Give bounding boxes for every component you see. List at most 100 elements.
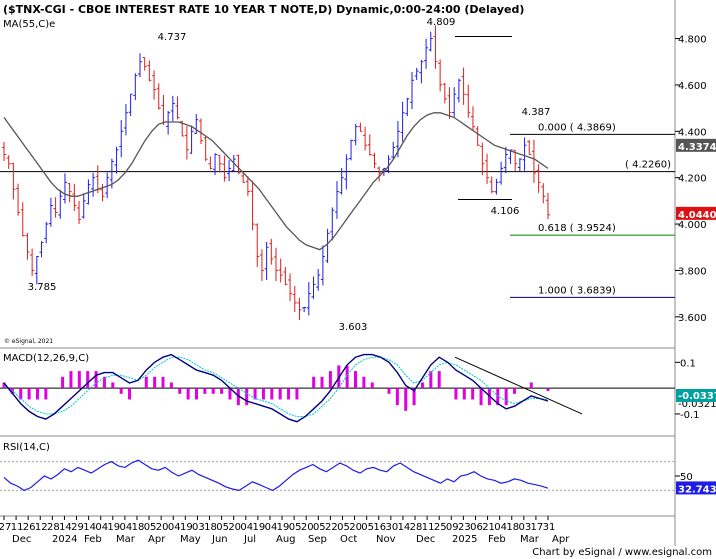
macd-panel: 0.1 -0.1-0.0321-0.0337 [0, 353, 716, 423]
x-day-label: 31 [543, 522, 556, 533]
footer-credit: Chart by eSignal / www.esignal.com [532, 547, 712, 558]
x-day-label: 04 [168, 522, 181, 533]
x-day-label: 23 [458, 522, 471, 533]
ma-value-badge-bg [676, 138, 716, 152]
x-day-label: 20 [301, 522, 314, 533]
x-day-label: 11 [422, 522, 435, 533]
x-day-label: 04 [240, 522, 253, 533]
x-day-label: 19 [180, 522, 193, 533]
x-day-label: 25 [434, 522, 447, 533]
macd-tick-label: -0.1 [680, 410, 700, 421]
x-day-label: 22 [325, 522, 338, 533]
copyright-text: © eSignal, 2021 [4, 338, 53, 345]
price-tick-label: 3.800 [678, 266, 707, 277]
macd-line [3, 353, 549, 423]
candlestick-series [2, 25, 550, 321]
x-day-label: 14 [398, 522, 411, 533]
price-tick-label: 4.200 [678, 174, 707, 185]
fibonacci-levels: 0.000 ( 4.3869) ( 4.2260) 0.618 ( 3.9524) 1… [0, 122, 675, 298]
x-month-label: Jun [211, 534, 228, 545]
moving-average-line [3, 112, 549, 251]
last-price-badge: 4.0440 [678, 210, 716, 221]
x-day-label: 26 [23, 522, 36, 533]
x-month-label: Dec [12, 534, 31, 545]
macd-label: MACD(12,26,9,C) [3, 353, 89, 364]
chart-title: ($TNX-CGI - CBOE INTEREST RATE 10 YEAR T… [3, 3, 524, 16]
price-tick-label: 3.600 [678, 313, 707, 324]
price-tick-label: 4.000 [678, 220, 707, 231]
x-day-label: 30 [385, 522, 398, 533]
x-day-label: 05 [313, 522, 326, 533]
x-day-label: 05 [216, 522, 229, 533]
x-month-label: Aug [276, 534, 296, 545]
x-day-label: 04 [494, 522, 507, 533]
x-month-label: Mar [520, 534, 540, 545]
rsi-badge-bg [676, 481, 716, 495]
fib-level-label: ( 4.2260) [625, 160, 671, 171]
x-month-label: Feb [488, 534, 506, 545]
x-day-label: 11 [11, 522, 24, 533]
x-day-label: 20 [349, 522, 362, 533]
ma-value-badge: 4.3374 [678, 142, 716, 153]
price-annotation-label: 3.785 [28, 282, 57, 293]
x-day-label: 04 [95, 522, 108, 533]
price-y-axis: 4.800 4.600 4.400 4.200 4.000 3.800 3.600 [675, 35, 707, 324]
x-day-label: 18 [204, 522, 217, 533]
price-annotation-label: 4.387 [522, 107, 551, 118]
x-day-label: 09 [446, 522, 459, 533]
rsi-line [3, 459, 549, 492]
x-month-label: Dec [416, 534, 435, 545]
x-day-label: 20 [156, 522, 169, 533]
x-day-label: 03 [518, 522, 531, 533]
x-day-label: 04 [265, 522, 278, 533]
x-month-label: Sep [308, 534, 327, 545]
x-day-label: 27 [0, 522, 11, 533]
price-tick-label: 4.800 [678, 35, 707, 46]
x-month-label: Nov [376, 534, 396, 545]
last-price-badge-bg [676, 206, 716, 220]
x-day-label: 06 [470, 522, 483, 533]
macd-value-badge-secondary: -0.0321 [678, 399, 716, 410]
x-month-label: Apr [552, 534, 570, 545]
price-annotations: 3.785 4.737 3.603 4.809 4.387 4.106 [28, 17, 551, 333]
x-month-label: Oct [340, 534, 357, 545]
x-day-label: 05 [144, 522, 157, 533]
x-day-label: 19 [252, 522, 265, 533]
rsi-label: RSI(14,C) [3, 442, 50, 453]
x-day-label: 12 [35, 522, 48, 533]
x-day-label: 28 [47, 522, 60, 533]
price-annotation-label: 4.106 [491, 206, 520, 217]
rsi-tick-label: 50 [680, 472, 693, 483]
x-day-label: 20 [228, 522, 241, 533]
moving-average-series [3, 112, 549, 251]
x-month-label: Jul [243, 534, 256, 545]
x-day-label: 29 [71, 522, 84, 533]
x-day-label: 19 [277, 522, 290, 533]
x-day-label: 05 [289, 522, 302, 533]
x-month-label: Mar [116, 534, 136, 545]
x-month-label: Apr [148, 534, 166, 545]
x-month-label: May [180, 534, 201, 545]
fib-level-label: 0.000 ( 4.3869) [538, 122, 616, 133]
fib-level-label: 1.000 ( 3.6839) [538, 285, 616, 296]
price-annotation-label: 4.737 [158, 32, 187, 43]
x-day-label: 21 [482, 522, 495, 533]
x-day-label: 17 [531, 522, 544, 533]
x-day-label: 14 [83, 522, 96, 533]
date-x-axis: 27 11 26 12 28 14 29 14 04 19 04 18 05 20 04 19 03 18 05 20… [0, 516, 570, 545]
x-day-label: 28 [410, 522, 423, 533]
x-day-label: 14 [59, 522, 72, 533]
price-annotation-label: 3.603 [339, 322, 368, 333]
rsi-value-badge: 32.7436 [678, 484, 716, 495]
x-day-label: 16 [373, 522, 386, 533]
fib-level-label: 0.618 ( 3.9524) [538, 223, 616, 234]
price-tick-label: 4.400 [678, 127, 707, 138]
x-day-label: 05 [337, 522, 350, 533]
x-month-label: 2024 [52, 534, 77, 545]
macd-value-badge: -0.0337 [678, 391, 716, 402]
x-day-label: 03 [192, 522, 205, 533]
macd-tick-label: 0.1 [680, 358, 696, 369]
x-day-label: 05 [361, 522, 374, 533]
